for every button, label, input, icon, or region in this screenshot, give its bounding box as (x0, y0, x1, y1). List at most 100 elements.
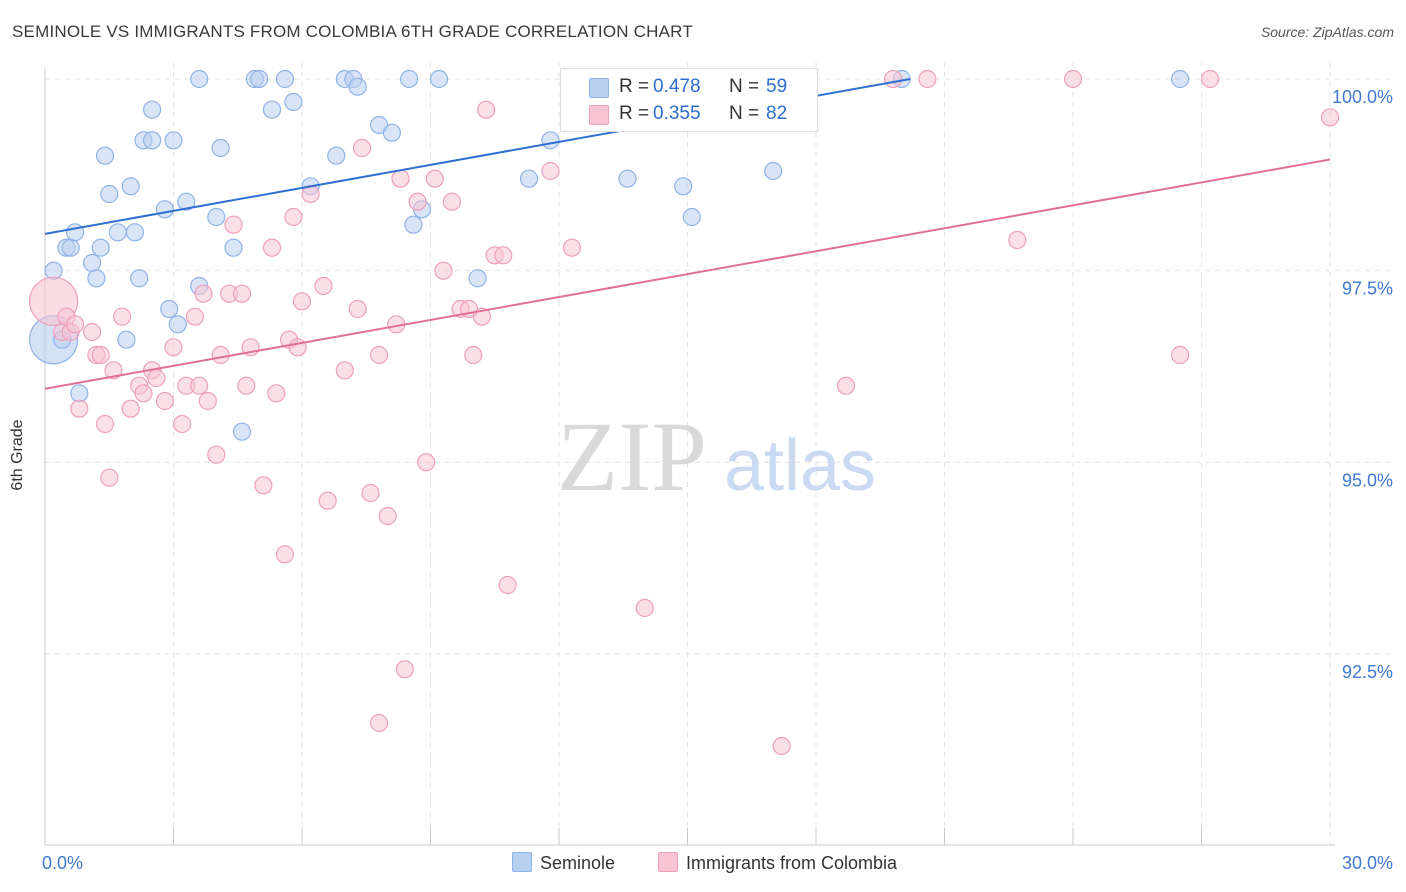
legend-r-label: R = (619, 103, 650, 124)
colombia-point (1200, 69, 1220, 89)
colombia-point (425, 169, 444, 188)
seminole-point (160, 299, 179, 319)
colombia-point (262, 238, 282, 257)
colombia-point (395, 660, 414, 679)
seminole-point (541, 131, 560, 150)
seminole-point (275, 69, 294, 89)
seminole-point (155, 200, 174, 219)
colombia-point (370, 345, 389, 365)
colombia-point (318, 491, 337, 510)
seminole-point (232, 422, 252, 441)
colombia-point (464, 345, 483, 365)
colombia-point (1320, 108, 1340, 127)
colombia-point (121, 399, 140, 418)
colombia-point (211, 345, 230, 365)
colombia-point (408, 192, 427, 211)
seminole-legend-swatch (512, 852, 532, 872)
seminole-point (327, 146, 346, 165)
x-tick-label: 30.0% (1342, 853, 1393, 873)
y-tick-label: 97.5% (1342, 279, 1393, 299)
seminole-point (164, 131, 183, 150)
colombia-swatch (589, 105, 609, 125)
colombia-point (91, 345, 110, 365)
seminole-point (348, 77, 367, 96)
colombia-point (370, 713, 389, 733)
seminole-legend-label: Seminole (540, 853, 616, 873)
colombia-point (635, 598, 654, 618)
colombia-point (494, 246, 513, 265)
chart-title: SEMINOLE VS IMMIGRANTS FROM COLOMBIA 6TH… (12, 22, 693, 41)
colombia-trend-line (44, 158, 1331, 390)
colombia-point (378, 506, 397, 526)
watermark: ZIP atlas (557, 401, 876, 512)
seminole-point (143, 131, 162, 150)
grid-layer (45, 62, 1390, 845)
seminole-point (168, 315, 187, 334)
colombia-point (284, 207, 303, 227)
colombia-point (100, 468, 119, 487)
seminole-point (91, 238, 110, 257)
chart-source: Source: ZipAtlas.com (1260, 24, 1394, 40)
seminole-swatch (589, 78, 609, 98)
seminole-point (404, 215, 423, 234)
colombia-point (232, 284, 252, 303)
colombia-point (417, 453, 436, 472)
colombia-point (198, 391, 217, 411)
seminole-point (117, 330, 136, 349)
seminole-point (82, 253, 102, 273)
colombia-point (173, 414, 192, 434)
colombia-point (104, 361, 123, 380)
colombia-point (155, 391, 174, 411)
seminole-point (250, 69, 269, 89)
colombia-r-value: 0.355 (653, 103, 701, 124)
seminole-point (1170, 69, 1190, 89)
seminole-point (190, 69, 209, 89)
seminole-point (618, 169, 637, 188)
colombia-point (361, 483, 380, 503)
colombia-point (442, 192, 461, 211)
colombia-point (147, 368, 166, 388)
tick-labels: 100.0% 97.5% 95.0% 92.5% 0.0% 30.0% (42, 87, 1393, 873)
colombia-point (134, 384, 153, 403)
colombia-point (224, 215, 243, 234)
y-tick-label: 100.0% (1332, 87, 1393, 107)
axis-layer (44, 68, 1335, 846)
seminole-point (65, 223, 85, 242)
y-tick-label: 92.5% (1342, 662, 1393, 682)
colombia-point (836, 376, 856, 395)
seminole-point (121, 177, 140, 196)
colombia-point (352, 138, 372, 158)
legend-n-label: N = (729, 76, 760, 97)
legend-n-label: N = (729, 103, 760, 124)
seminole-point (674, 177, 693, 196)
stats-legend: R = 0.478 N = 59 R = 0.355 N = 82 (560, 68, 818, 132)
colombia-point (185, 307, 204, 326)
colombia-point (254, 476, 273, 495)
colombia-point (194, 284, 213, 303)
bottom-legend-colombia: Immigrants from Colombia (658, 852, 897, 874)
seminole-point (284, 92, 303, 112)
seminole-n-value: 59 (766, 76, 788, 97)
watermark-zip: ZIP (557, 401, 707, 512)
colombia-point (1008, 230, 1027, 250)
seminole-point (130, 269, 149, 288)
seminole-point (177, 192, 196, 211)
seminole-point (87, 269, 106, 288)
seminole-point (70, 384, 89, 403)
seminole-point (382, 123, 401, 142)
colombia-point (275, 545, 294, 564)
colombia-point (1170, 345, 1190, 365)
seminole-point (100, 184, 119, 204)
colombia-point (267, 384, 286, 403)
seminole-point (143, 100, 162, 119)
colombia-point (498, 575, 517, 595)
colombia-legend-swatch (658, 852, 678, 872)
colombia-point (772, 736, 791, 756)
seminole-point (430, 69, 449, 89)
seminole-point (764, 161, 783, 181)
colombia-point (95, 414, 115, 434)
legend-row-seminole: R = 0.478 N = 59 (561, 74, 817, 100)
colombia-point (335, 361, 354, 380)
seminole-point (682, 207, 701, 227)
colombia-point (562, 238, 582, 257)
